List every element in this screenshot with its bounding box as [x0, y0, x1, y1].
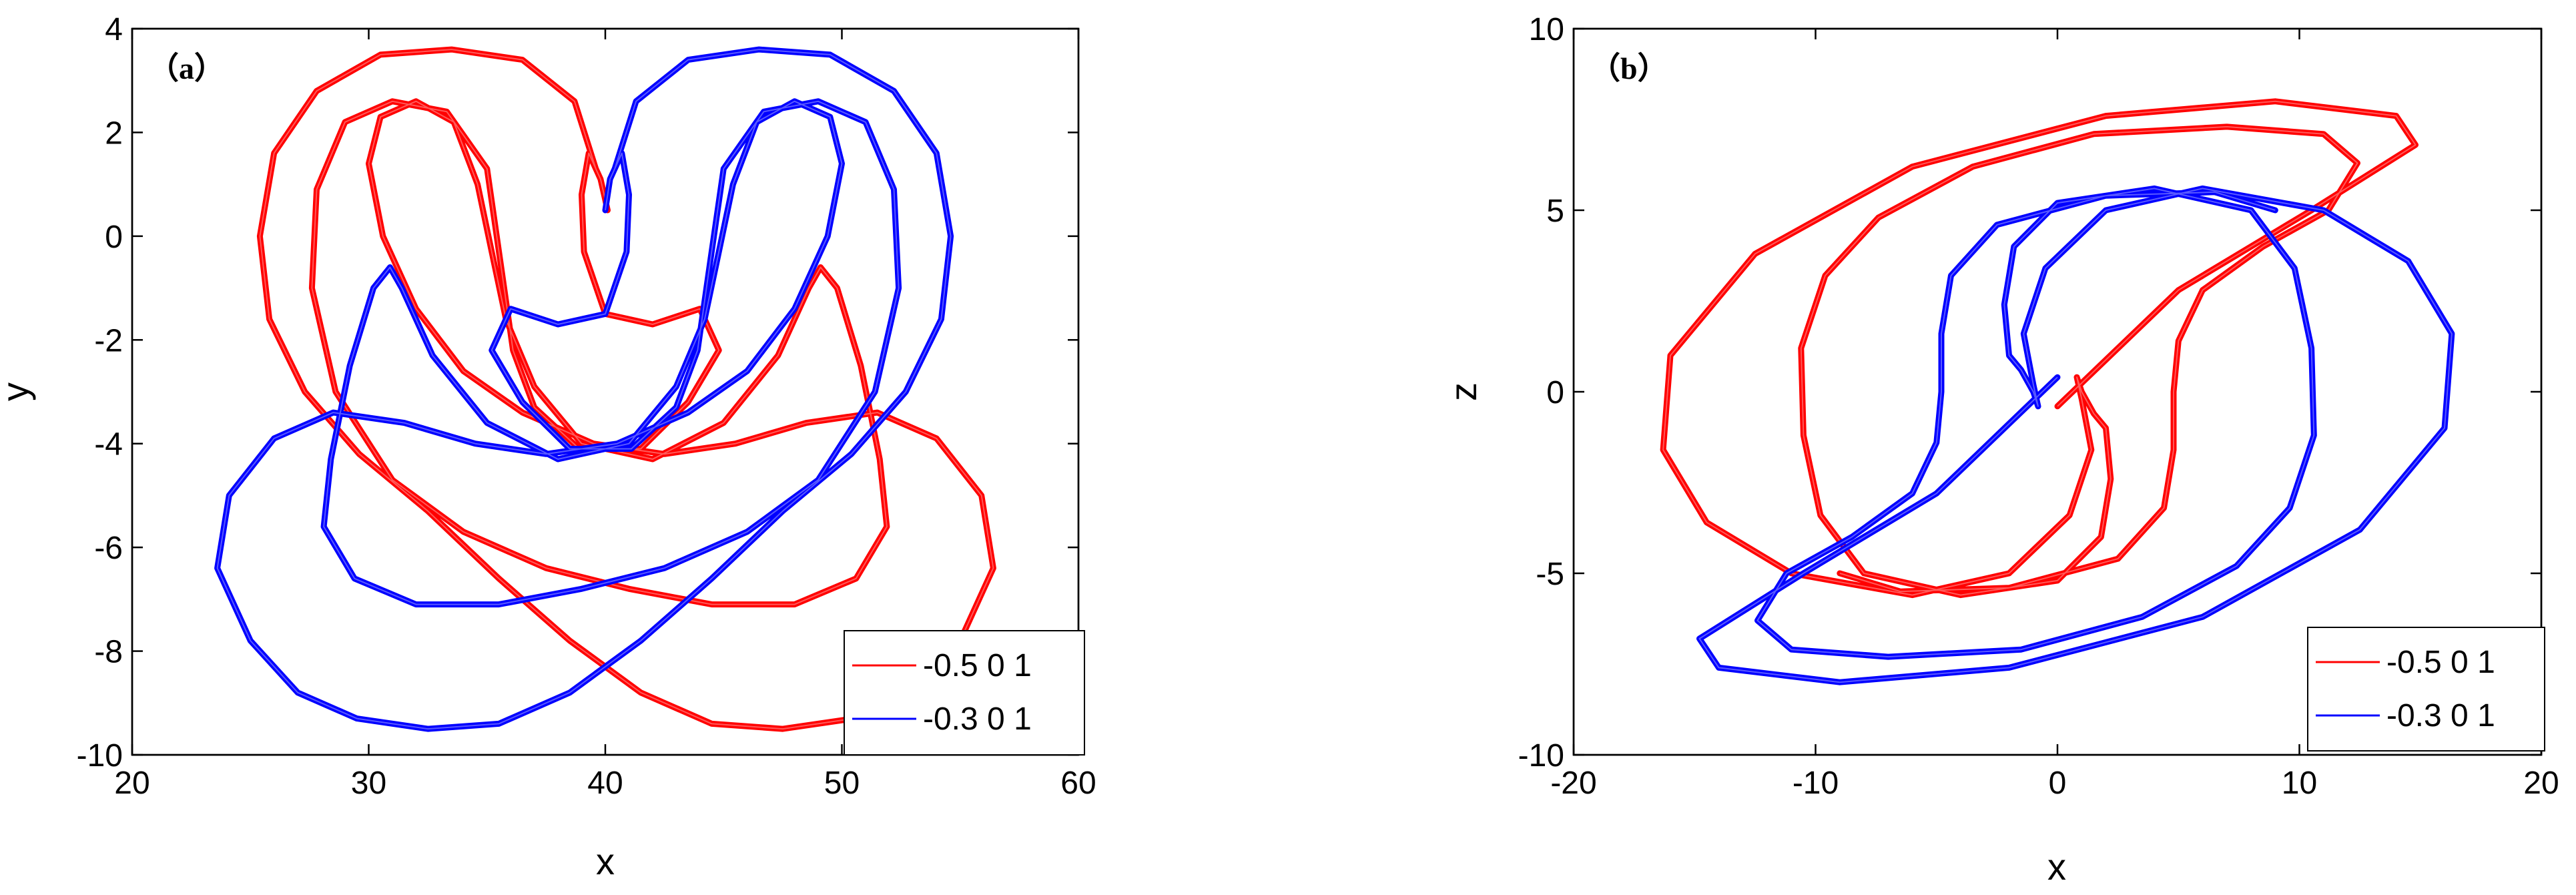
- panel-label: （b）: [1590, 51, 1668, 85]
- x-axis-label: x: [2047, 846, 2066, 888]
- series-trace: [259, 49, 994, 730]
- x-tick-label: -10: [1793, 766, 1839, 801]
- y-axis-label: z: [1442, 382, 1484, 401]
- y-tick-label: -5: [1536, 557, 1564, 592]
- series-line-red: [1660, 98, 2419, 599]
- y-tick-label: -8: [94, 635, 123, 670]
- series-line-blue: [1696, 185, 2455, 685]
- y-tick-label: -2: [94, 323, 123, 358]
- x-axis-label: x: [596, 840, 615, 882]
- y-tick-label: 5: [1546, 194, 1564, 229]
- y-tick-label: -10: [77, 738, 123, 774]
- y-tick-label: 10: [1529, 12, 1564, 47]
- panel-label: （a）: [148, 51, 225, 85]
- legend: -0.5 0 1 -0.3 0 1: [844, 630, 1085, 756]
- x-tick-label: -20: [1550, 766, 1596, 801]
- y-axis-label: y: [0, 382, 36, 401]
- legend-entry: -0.5 0 1: [2386, 645, 2495, 680]
- series-line-blue: [214, 46, 954, 732]
- x-tick-label: 10: [2282, 766, 2317, 801]
- legend-box: [844, 630, 1085, 756]
- legend-entry: -0.5 0 1: [923, 648, 1032, 683]
- legend: -0.5 0 1 -0.3 0 1: [2307, 627, 2545, 752]
- series-trace: [216, 49, 952, 730]
- x-tick-label: 50: [824, 766, 860, 801]
- x-tick-label: 0: [2049, 766, 2067, 801]
- series-trace: [1662, 100, 2417, 596]
- x-tick-label: 40: [587, 766, 623, 801]
- y-tick-label: 2: [105, 115, 123, 151]
- y-tick-label: -6: [94, 531, 123, 566]
- y-tick-label: 4: [105, 12, 123, 47]
- series-line-red: [256, 46, 996, 732]
- x-tick-label: 60: [1060, 766, 1096, 801]
- x-tick-label: 30: [351, 766, 386, 801]
- y-tick-label: 0: [105, 220, 123, 255]
- series-trace: [1698, 188, 2453, 683]
- y-tick-label: -4: [94, 427, 123, 463]
- legend-entry: -0.3 0 1: [2386, 698, 2495, 733]
- legend-box: [2307, 627, 2545, 752]
- x-tick-label: 20: [114, 766, 149, 801]
- y-tick-label: -10: [1518, 738, 1564, 774]
- y-tick-label: 0: [1546, 375, 1564, 410]
- legend-entry: -0.3 0 1: [923, 701, 1032, 737]
- x-tick-label: 20: [2523, 766, 2559, 801]
